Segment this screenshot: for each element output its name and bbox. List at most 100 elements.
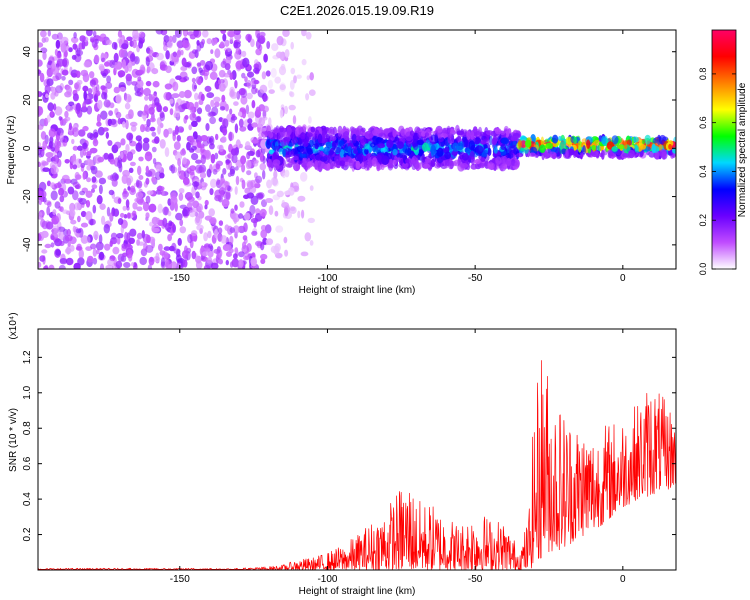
spectrogram-cell [246,79,252,89]
spectrogram-cell [61,75,66,81]
spectrogram-cell [274,76,282,84]
spectrogram-cell [100,110,108,120]
spectrogram-cell [121,174,128,185]
spectrogram-cell [218,144,224,152]
spectrogram-cell [109,240,113,247]
spectrogram-cell [79,35,86,42]
spectrogram-cell [64,159,70,164]
spectrogram-y-label: Frequency (Hz) [6,116,17,185]
spectrogram-cell [194,49,199,59]
spectrogram-cell [261,130,268,138]
spectrogram-cell [236,90,241,100]
spectrogram-cell [254,182,261,189]
spectrogram-cell [197,141,202,148]
spectrogram-cell [344,156,353,163]
snr-y-label: SNR (10 * v/v) [8,408,19,472]
spectrogram-cell [38,42,44,48]
spectrogram-cell [229,108,233,115]
spectrogram-cell [241,179,246,190]
spectrogram-cell [262,105,269,113]
spectrogram-cell [225,190,231,201]
spectrogram-cell [129,121,138,127]
spectrogram-cell [182,40,190,48]
spectrogram-cell [42,196,47,203]
spectrogram-cell [213,96,221,103]
spectrogram-cell [132,39,137,49]
spectrogram-cell [329,163,336,170]
snr-x-axis: -150 -100 -50 0 [170,329,626,585]
spectrogram-cell [39,72,45,83]
spectrogram-cell [347,145,352,155]
spectrogram-cell [253,79,259,85]
spectrogram-cell [41,161,49,166]
spectrogram-cell [651,143,656,154]
spectrogram-cell [250,38,255,48]
spectrogram-cell [289,206,297,214]
spectrogram-cell [76,79,83,85]
spectrogram-cell [169,245,175,252]
spectrogram-cell [87,88,93,94]
spectrogram-cell [641,139,646,145]
spectrogram-cell [525,139,532,148]
spectrogram-cell [192,181,200,187]
spectrogram-cell [259,37,265,45]
spectrogram-cell [59,132,64,141]
spectrogram-cell [117,198,122,204]
spectrogram-cell [235,47,241,55]
spectrogram-cell [99,65,105,72]
spectrogram-cell [54,106,63,116]
spectrogram-cell [163,35,170,43]
spectrogram-cell [75,183,82,190]
spectrogram-cell [131,262,135,267]
spectrogram-cell [474,158,481,165]
spectrogram-cell [561,148,567,155]
spectrogram-cell [41,249,48,254]
spectrogram-cell [218,258,223,265]
spectrogram-cell [295,163,300,171]
spectrogram-cell [71,72,78,78]
spectrogram-cell [234,166,239,171]
spectrogram-cell [154,136,160,144]
spectrogram-cell [91,176,97,183]
spectrogram-cell [79,190,86,196]
spectrogram-cell [234,204,238,211]
spectrogram-cell [395,134,399,144]
spectrogram-cell [260,253,268,260]
spectrogram-cell [215,133,219,141]
spectrogram-cell [58,116,62,121]
spectrogram-cell [288,91,293,97]
spectrogram-cell [105,131,110,139]
spectrogram-cell [87,255,94,263]
spectrogram-cell [255,48,262,56]
spectrogram-cell [167,127,173,135]
spectrogram-cell [38,198,42,206]
spectrogram-cell [143,87,151,97]
spectrogram-cell [284,49,290,58]
spectrogram-cell [582,145,586,155]
spectrogram-cell [62,209,69,214]
spectrogram-cell [96,195,103,205]
spectrogram-cell [40,47,48,54]
spectrogram-cell [339,149,345,158]
spectrogram-cell [155,164,162,172]
spectrogram-cell [349,126,355,133]
spectrogram-cell [405,158,410,164]
spectrogram-cell [82,101,87,111]
spectrogram-cell [233,225,240,234]
spectrogram-cell [82,125,89,132]
spectrogram-cell [136,232,143,240]
spectrogram-cell [72,164,78,170]
spectrogram-cell [294,128,299,137]
colorbar-axis: 0.0 0.2 0.4 0.6 0.8 [698,68,736,275]
spectrogram-cell [370,142,376,148]
spectrogram-cell [117,117,122,125]
spectrogram-cell [148,93,153,102]
spectrogram-cell [256,193,264,200]
spectrogram-cell [169,108,174,116]
spectrogram-cell [452,142,459,152]
spectrogram-cell [460,163,469,169]
spectrogram-cell [220,30,227,34]
spectrogram-cell [264,224,272,234]
spectrogram-cell [196,224,204,231]
spectrogram-cell [176,135,181,142]
